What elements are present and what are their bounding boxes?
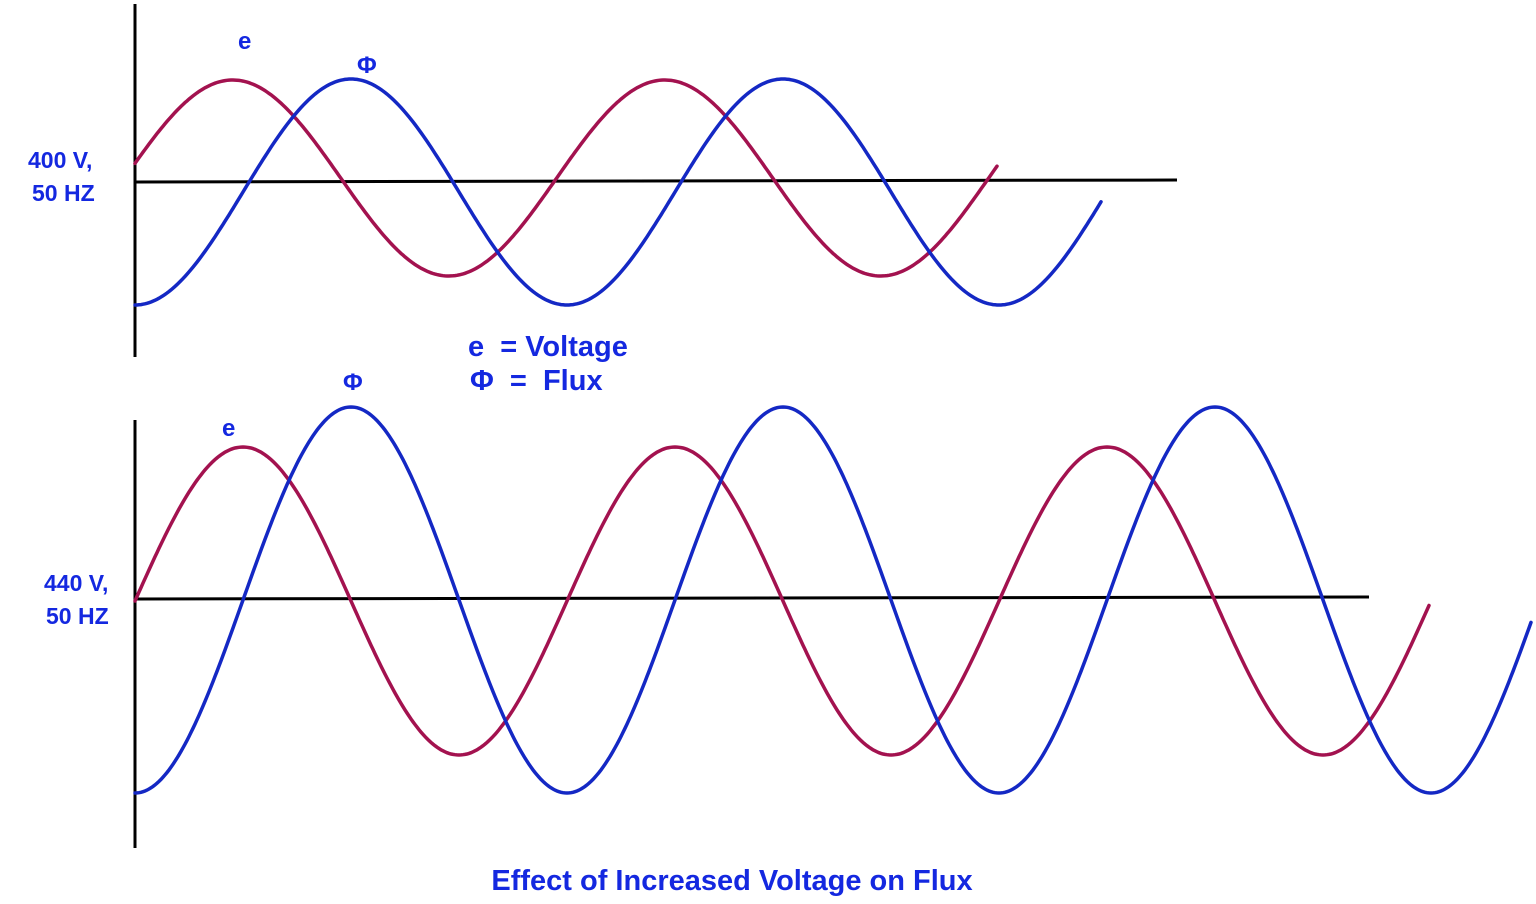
bottom-voltage-symbol: e: [222, 415, 235, 442]
bottom-flux-symbol: Φ: [343, 369, 363, 396]
legend-voltage: e = Voltage: [468, 331, 628, 363]
bottom-flux-wave: [133, 405, 1533, 795]
figure-caption: Effect of Increased Voltage on Flux: [491, 865, 972, 897]
top-supply-voltage-label: 400 V,: [28, 147, 92, 173]
top-flux-wave: [133, 77, 1103, 307]
bottom-voltage-wave: [133, 445, 1431, 757]
bottom-supply-voltage-label: 440 V,: [44, 570, 108, 596]
legend-flux: Φ = Flux: [470, 365, 603, 397]
bottom-supply-frequency-label: 50 HZ: [46, 603, 109, 629]
top-voltage-symbol: e: [238, 28, 251, 55]
top-plot: 400 V, 50 HZ e Φ: [28, 4, 1178, 357]
top-supply-frequency-label: 50 HZ: [32, 180, 95, 206]
top-horizontal-axis: [134, 178, 1178, 184]
bottom-plot: 440 V, 50 HZ e Φ: [44, 369, 1533, 848]
top-voltage-wave: [133, 78, 999, 278]
legend: e = Voltage Φ = Flux: [468, 331, 628, 397]
top-flux-symbol: Φ: [357, 52, 377, 79]
bottom-horizontal-axis: [134, 595, 1370, 601]
